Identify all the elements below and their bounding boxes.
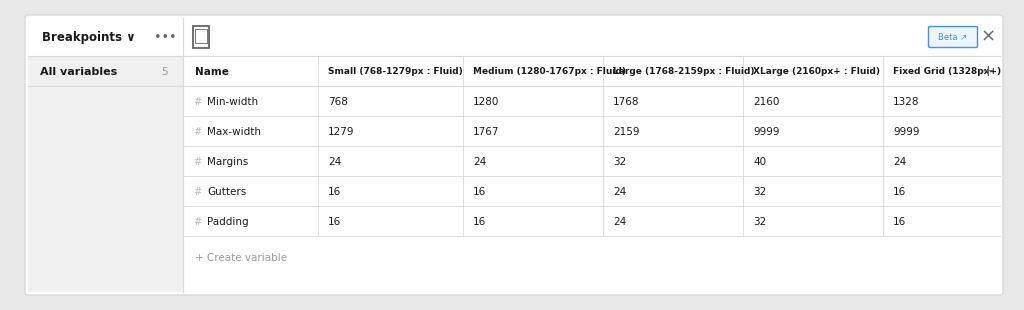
Text: #: # — [193, 187, 201, 197]
Text: 16: 16 — [328, 217, 341, 227]
Bar — [28, 56, 183, 292]
FancyBboxPatch shape — [25, 15, 1002, 295]
Text: 2160: 2160 — [753, 97, 779, 107]
Text: 24: 24 — [613, 187, 627, 197]
Text: Fixed Grid (1328px+): Fixed Grid (1328px+) — [893, 67, 1001, 76]
Text: 5: 5 — [162, 67, 168, 77]
Text: Medium (1280-1767px : Fluid): Medium (1280-1767px : Fluid) — [473, 67, 626, 76]
Bar — [193, 26, 209, 48]
Text: 1280: 1280 — [473, 97, 500, 107]
Text: #: # — [193, 157, 201, 166]
Text: 1768: 1768 — [613, 97, 640, 107]
Text: Padding: Padding — [207, 217, 249, 227]
Text: ×: × — [980, 28, 995, 46]
Text: 24: 24 — [613, 217, 627, 227]
Text: + Create variable: + Create variable — [195, 253, 287, 263]
Text: Min-width: Min-width — [207, 97, 258, 107]
Bar — [195, 29, 207, 43]
Text: 16: 16 — [893, 187, 906, 197]
Text: Gutters: Gutters — [207, 187, 246, 197]
Text: 2159: 2159 — [613, 126, 640, 137]
Text: Max-width: Max-width — [207, 126, 261, 137]
Text: 1767: 1767 — [473, 126, 500, 137]
Text: 24: 24 — [473, 157, 486, 166]
Text: 32: 32 — [753, 217, 766, 227]
Text: #: # — [193, 126, 201, 137]
Text: 40: 40 — [753, 157, 766, 166]
Text: 9999: 9999 — [753, 126, 779, 137]
Text: 16: 16 — [893, 217, 906, 227]
Text: +: + — [982, 64, 994, 79]
Text: 1328: 1328 — [893, 97, 920, 107]
Text: 32: 32 — [753, 187, 766, 197]
Text: 768: 768 — [328, 97, 348, 107]
FancyBboxPatch shape — [929, 26, 978, 47]
Text: 24: 24 — [328, 157, 341, 166]
Text: All variables: All variables — [40, 67, 118, 77]
Text: 16: 16 — [328, 187, 341, 197]
Text: Margins: Margins — [207, 157, 248, 166]
Text: 1279: 1279 — [328, 126, 354, 137]
Text: Breakpoints ∨: Breakpoints ∨ — [42, 31, 135, 44]
Text: #: # — [193, 97, 201, 107]
Text: Small (768-1279px : Fluid): Small (768-1279px : Fluid) — [328, 67, 463, 76]
Text: Beta ↗: Beta ↗ — [938, 33, 968, 42]
Text: Large (1768-2159px : Fluid): Large (1768-2159px : Fluid) — [613, 67, 755, 76]
Text: 16: 16 — [473, 187, 486, 197]
Text: 16: 16 — [473, 217, 486, 227]
Text: XLarge (2160px+ : Fluid): XLarge (2160px+ : Fluid) — [753, 67, 880, 76]
Text: 32: 32 — [613, 157, 627, 166]
Text: Name: Name — [195, 67, 229, 77]
Text: #: # — [193, 217, 201, 227]
Text: 9999: 9999 — [893, 126, 920, 137]
Text: 24: 24 — [893, 157, 906, 166]
Text: •••: ••• — [154, 31, 176, 44]
